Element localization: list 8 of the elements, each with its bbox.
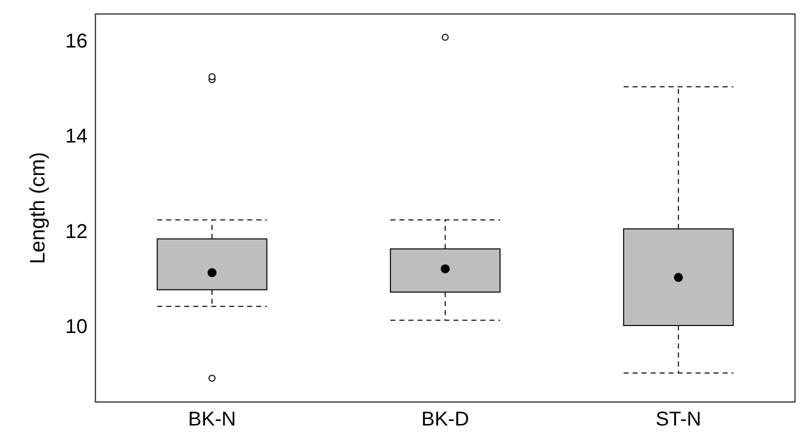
- y-tick-label: 10: [65, 316, 88, 338]
- y-tick-label: 12: [65, 220, 88, 243]
- y-tick-label: 16: [65, 30, 88, 53]
- x-tick-label: BK-N: [188, 408, 236, 431]
- x-tick-label: ST-N: [656, 408, 702, 431]
- y-tick-label: 14: [65, 126, 88, 148]
- y-axis-title: Length (cm): [26, 152, 50, 264]
- x-tick-label: BK-D: [421, 408, 470, 431]
